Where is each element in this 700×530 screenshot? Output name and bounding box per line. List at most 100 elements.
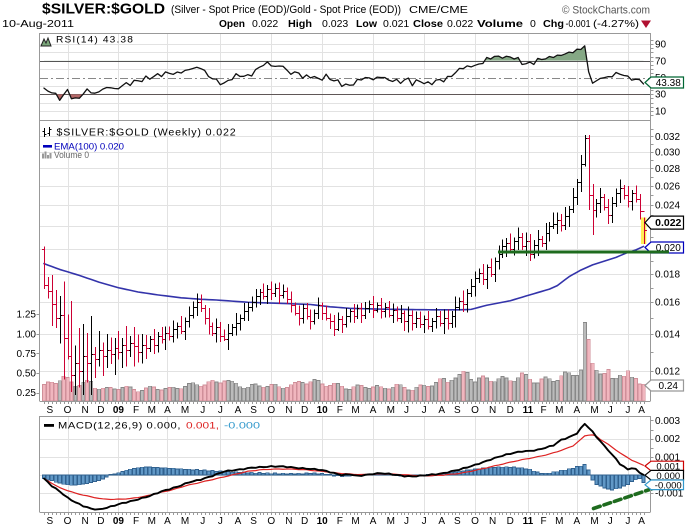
svg-text:S: S: [47, 516, 54, 527]
svg-text:S: S: [250, 405, 257, 416]
svg-text:(-4.27%): (-4.27%): [593, 18, 639, 30]
svg-text:A: A: [235, 405, 242, 416]
svg-text:0.018: 0.018: [655, 270, 680, 281]
svg-text:0.25: 0.25: [17, 388, 37, 399]
svg-text:O: O: [267, 516, 275, 527]
svg-text:S: S: [454, 516, 461, 527]
svg-text:M: M: [387, 516, 395, 527]
svg-text:F: F: [337, 516, 343, 527]
svg-text:10: 10: [317, 405, 329, 416]
svg-text:A: A: [164, 405, 171, 416]
svg-text:0.030: 0.030: [655, 147, 680, 158]
svg-text:F: F: [133, 405, 139, 416]
svg-text:0.003: 0.003: [655, 416, 680, 427]
svg-text:-0.000: -0.000: [224, 421, 260, 432]
svg-text:O: O: [471, 405, 479, 416]
svg-text:0.001: 0.001: [655, 452, 680, 463]
svg-text:0.001: 0.001: [656, 462, 680, 473]
svg-text:0.020: 0.020: [656, 243, 681, 254]
svg-text:F: F: [133, 516, 139, 527]
svg-text:0.002: 0.002: [655, 434, 680, 445]
svg-text:0.012: 0.012: [655, 367, 680, 378]
svg-text:0.021: 0.021: [383, 18, 409, 30]
svg-text:-0.001: -0.001: [566, 18, 591, 30]
svg-text:43.38: 43.38: [656, 78, 681, 89]
svg-text:10-Aug-2011: 10-Aug-2011: [2, 18, 74, 30]
svg-text:N: N: [82, 516, 89, 527]
svg-text:J: J: [422, 405, 427, 416]
svg-text:0.016: 0.016: [655, 298, 680, 309]
svg-text:(Silver - Spot Price (EOD)/Gol: (Silver - Spot Price (EOD)/Gold - Spot P…: [171, 4, 401, 16]
svg-text:-0.000: -0.000: [655, 480, 682, 491]
svg-text:MACD(12,26,9) 0.000,: MACD(12,26,9) 0.000,: [58, 421, 181, 432]
svg-text:Open: Open: [219, 18, 245, 30]
svg-text:0.001,: 0.001,: [186, 421, 219, 432]
svg-text:A: A: [164, 516, 171, 527]
svg-text:A: A: [438, 516, 445, 527]
svg-text:M: M: [590, 405, 598, 416]
svg-text:$SILVER:$GOLD: $SILVER:$GOLD: [42, 1, 165, 18]
svg-text:0: 0: [530, 18, 536, 30]
svg-text:M: M: [555, 516, 563, 527]
svg-text:0.50: 0.50: [17, 369, 37, 380]
svg-text:11: 11: [523, 405, 534, 416]
svg-text:J: J: [218, 516, 223, 527]
svg-text:0.024: 0.024: [655, 201, 680, 212]
svg-text:10: 10: [655, 106, 667, 117]
svg-text:F: F: [541, 405, 547, 416]
svg-text:0.028: 0.028: [655, 164, 680, 175]
svg-text:1.25: 1.25: [17, 310, 37, 321]
svg-text:A: A: [638, 516, 645, 527]
svg-text:S: S: [454, 405, 461, 416]
svg-text:N: N: [489, 516, 496, 527]
svg-text:M: M: [555, 405, 563, 416]
svg-text:Close: Close: [413, 18, 443, 30]
svg-text:M: M: [148, 516, 156, 527]
svg-text:90: 90: [655, 40, 667, 51]
svg-text:S: S: [250, 516, 257, 527]
svg-text:EMA(100) 0.020: EMA(100) 0.020: [54, 142, 124, 152]
svg-text:D: D: [97, 516, 104, 527]
svg-text:J: J: [625, 405, 630, 416]
svg-text:70: 70: [655, 56, 667, 67]
svg-text:M: M: [181, 516, 189, 527]
svg-text:High: High: [288, 18, 312, 30]
svg-text:0.022: 0.022: [252, 18, 278, 30]
svg-text:0.000: 0.000: [656, 471, 680, 482]
svg-text:1.00: 1.00: [17, 329, 37, 340]
svg-text:J: J: [200, 516, 205, 527]
svg-text:A: A: [370, 405, 377, 416]
svg-text:F: F: [541, 516, 547, 527]
svg-text:J: J: [625, 516, 630, 527]
svg-text:J: J: [200, 405, 205, 416]
svg-text:A: A: [574, 516, 581, 527]
svg-text:D: D: [507, 516, 514, 527]
svg-text:A: A: [235, 516, 242, 527]
svg-text:J: J: [218, 405, 223, 416]
svg-text:Low: Low: [356, 18, 378, 30]
svg-text:J: J: [608, 516, 613, 527]
svg-text:J: J: [404, 405, 409, 416]
svg-text:A: A: [438, 405, 445, 416]
svg-text:O: O: [64, 516, 72, 527]
svg-text:A: A: [638, 405, 645, 416]
svg-text:0.026: 0.026: [655, 182, 680, 193]
svg-text:Volume 0: Volume 0: [54, 150, 89, 160]
svg-text:11: 11: [523, 516, 534, 527]
svg-text:M: M: [351, 405, 359, 416]
svg-text:CME/CME: CME/CME: [409, 5, 468, 16]
svg-text:0.014: 0.014: [655, 330, 680, 341]
svg-text:D: D: [97, 405, 104, 416]
svg-text:J: J: [608, 405, 613, 416]
svg-text:O: O: [64, 405, 72, 416]
svg-text:M: M: [590, 516, 598, 527]
svg-text:M: M: [387, 405, 395, 416]
svg-text:F: F: [337, 405, 343, 416]
svg-text:09: 09: [113, 405, 125, 416]
svg-text:Chg: Chg: [543, 18, 564, 30]
svg-text:0.022: 0.022: [655, 217, 681, 229]
svg-text:0.032: 0.032: [655, 132, 680, 143]
svg-text:0.24: 0.24: [659, 381, 679, 392]
svg-text:D: D: [301, 405, 308, 416]
svg-text:D: D: [507, 405, 514, 416]
